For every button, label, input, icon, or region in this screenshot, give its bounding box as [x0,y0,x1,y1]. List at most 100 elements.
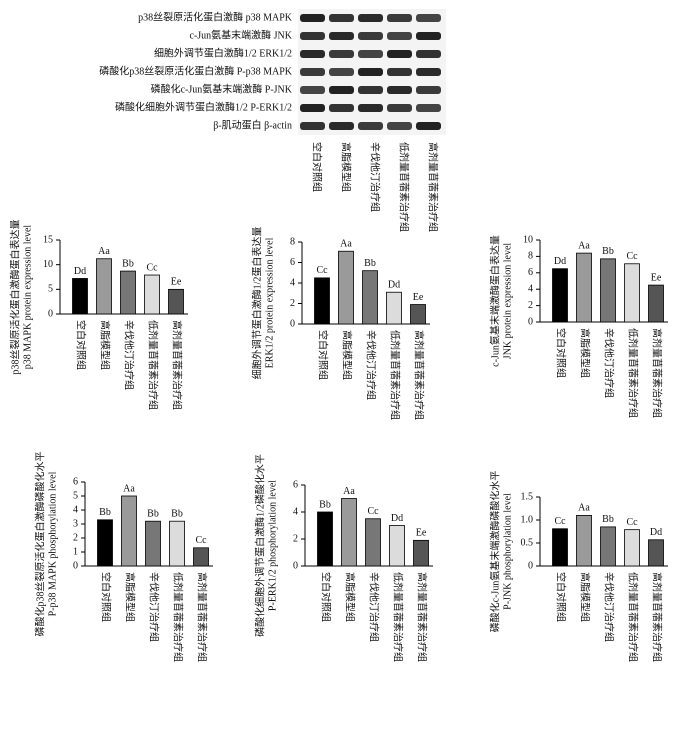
blot-band [329,68,354,76]
bar [96,258,112,315]
bar-letter: Bb [602,246,614,257]
blot-band [387,14,412,22]
x-tick-label: 空白对照组 [75,320,88,370]
bar [120,270,136,315]
y-tick-label: 8 [290,236,295,247]
blot-band [416,14,441,22]
x-tick-label: 高脂模型组 [579,572,592,622]
bar [121,495,137,567]
y-tick-label: 6 [73,476,78,487]
bar-letter: Bb [364,258,376,269]
x-tick-label: 高剂量苜蓿素治疗组 [416,572,429,662]
bar-letter: Aa [578,240,590,251]
x-tick-label: 低剂量苜蓿素治疗组 [392,572,405,662]
bar-letter: Bb [171,508,183,519]
bar [145,520,161,567]
bar [168,288,184,315]
bar [576,252,592,323]
y-tick-label: 4 [73,504,78,515]
y-tick-label: 0 [528,316,533,327]
x-tick-label: 高脂模型组 [124,572,137,622]
bar [648,539,664,567]
blot-band [416,122,441,130]
blot-band [329,104,354,112]
x-tick-label: 辛伐他汀治疗组 [365,330,378,400]
y-tick-label: 2 [73,532,78,543]
y-axis-label: 细胞外调节蛋白激酶1/2蛋白表达量 [250,227,263,380]
bar [365,518,381,567]
bar [552,528,568,567]
blot-band [300,68,325,76]
x-tick-label: 高剂量苜蓿素治疗组 [196,572,209,662]
blot-band [387,68,412,76]
y-tick-label: 3 [73,518,78,529]
bar-letter: Ee [651,272,662,283]
blot-band [329,50,354,58]
y-tick-label: 0.5 [521,537,534,548]
bar-letter: Dd [650,527,662,538]
bar-letter: Bb [602,514,614,525]
y-axis-label: p38 MAPK protein expression level [22,225,33,370]
bar-letter: Ee [416,528,427,539]
y-tick-label: 4 [293,506,298,517]
blot-band [358,32,383,40]
bar [576,515,592,567]
x-tick-label: 高脂模型组 [99,320,112,370]
blot-band [300,50,325,58]
x-tick-label: 辛伐他汀治疗组 [123,320,136,390]
blot-row-label: 磷酸化p38丝裂原活化蛋白激酶 P-p38 MAPK [99,64,293,77]
x-tick-label: 辛伐他汀治疗组 [368,572,381,642]
blot-row-label: 细胞外调节蛋白激酶1/2 ERK1/2 [154,46,292,59]
x-tick-label: 低剂量苜蓿素治疗组 [627,572,640,662]
blot-band [300,32,325,40]
x-tick-label: 低剂量苜蓿素治疗组 [627,328,640,418]
y-tick-label: 0 [528,560,533,571]
bar-letter: Aa [343,486,355,497]
x-tick-label: 高脂模型组 [341,330,354,380]
blot-band [387,50,412,58]
y-tick-label: 0 [48,308,53,319]
y-tick-label: 6 [290,257,295,268]
y-axis-label: P-JNK phosphorylation level [502,493,513,610]
blot-column-label: 辛伐他汀治疗组 [369,142,382,212]
y-tick-label: 0 [293,560,298,571]
bar-letter: Dd [391,513,403,524]
blot-band [329,14,354,22]
bar-letter: Cc [146,262,158,273]
bar [314,277,330,325]
x-tick-label: 空白对照组 [100,572,113,622]
bar-letter: Aa [98,246,110,257]
y-tick-label: 1.5 [521,491,534,502]
blot-band [387,104,412,112]
y-tick-label: 0 [290,318,295,329]
y-tick-label: 2 [293,533,298,544]
bar-letter: Aa [340,239,352,250]
bar-letter: Dd [388,280,400,291]
y-tick-label: 15 [43,234,53,245]
bar-letter: Cc [195,535,207,546]
blot-band [358,122,383,130]
y-axis-label: JNK protein expression level [502,243,513,360]
y-axis-label: c-Jun氨基末端激酶蛋白表达量 [488,235,501,367]
blot-column-label: 空白对照组 [311,142,324,192]
bar [317,511,333,567]
blot-band [329,32,354,40]
y-tick-label: 1.0 [521,514,534,525]
bar-letter: Cc [367,506,379,517]
y-tick-label: 6 [293,479,298,490]
y-tick-label: 4 [290,277,295,288]
x-tick-label: 空白对照组 [555,328,568,378]
blot-band [358,68,383,76]
bar [144,274,160,315]
y-tick-label: 5 [73,490,78,501]
blot-band [416,104,441,112]
blot-band [300,14,325,22]
bar [386,291,402,325]
blot-band [416,68,441,76]
y-axis-label: p38丝裂原活化蛋白激酶蛋白表达量 [8,220,21,375]
x-tick-label: 低剂量苜蓿素治疗组 [172,572,185,662]
bar-letter: Cc [554,516,566,527]
y-axis-label: 磷酸化细胞外调节蛋白激酶1/2磷酸化水平 [253,454,266,637]
y-tick-label: 10 [523,234,533,245]
blot-column-label: 高剂量苜蓿素治疗组 [427,142,440,232]
